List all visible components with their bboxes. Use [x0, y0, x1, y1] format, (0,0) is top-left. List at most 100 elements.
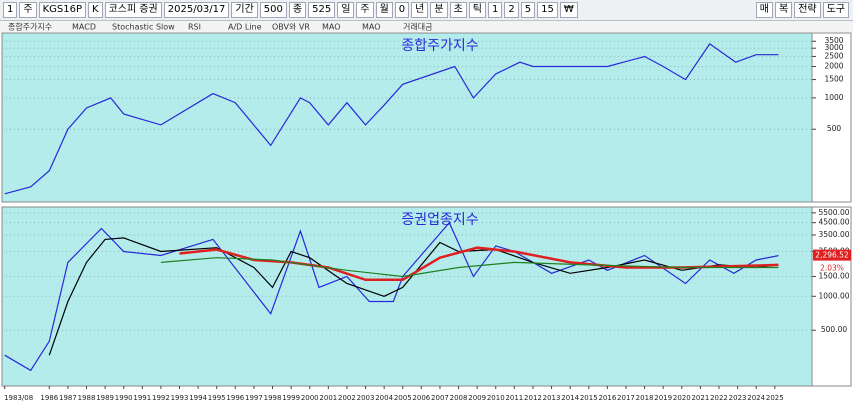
x-tick-label: 1993 — [171, 394, 189, 402]
toolbar: 1 주 KGS16P K 코스피 증권 2025/03/17 기간 500 종 525 일 주 월 0 년 분… — [0, 0, 853, 21]
y-tick-label: 3500 — [824, 36, 843, 45]
toolbar-item[interactable]: 분 — [430, 2, 448, 18]
tab[interactable]: RSI — [188, 23, 201, 32]
tab-bar — [0, 21, 853, 32]
toolbar-item[interactable]: 일 — [337, 2, 355, 18]
toolbar-item[interactable]: 월 — [375, 2, 393, 18]
toolbar-item[interactable]: 500 — [259, 2, 287, 18]
toolbar-item[interactable]: 525 — [308, 2, 336, 18]
series-line — [48, 237, 779, 356]
x-tick-label: 2012 — [524, 394, 542, 402]
x-tick-label: 1994 — [189, 394, 207, 402]
x-tick-label: 2018 — [636, 394, 654, 402]
toolbar-item[interactable]: 주 — [19, 2, 37, 18]
x-tick-label: 2004 — [375, 394, 393, 402]
series-line — [4, 43, 779, 195]
x-tick-label: 2013 — [543, 394, 561, 402]
x-tick-label: 1997 — [245, 394, 263, 402]
x-tick-label: 2021 — [691, 394, 709, 402]
y-tick-label: 1500.00 — [818, 271, 849, 280]
x-tick-label: 1995 — [208, 394, 226, 402]
x-tick-label: 1986 — [40, 394, 58, 402]
toolbar-item[interactable]: 주 — [356, 2, 374, 18]
y-tick-label: 1000 — [824, 93, 843, 102]
x-tick-label: 2014 — [561, 394, 579, 402]
x-tick-label: 2019 — [654, 394, 672, 402]
y-tick-label: 3000 — [824, 43, 843, 52]
y-tick-label: 500.00 — [821, 325, 847, 334]
y-tick-label: 1000.00 — [818, 291, 849, 300]
x-tick-label: 1992 — [152, 394, 170, 402]
x-tick-label: 2001 — [319, 394, 337, 402]
panel — [1, 32, 813, 203]
panel-title: 종합주가지수 — [401, 38, 478, 54]
toolbar-button[interactable]: 매 — [755, 2, 773, 18]
x-tick-label: 2020 — [673, 394, 691, 402]
toolbar-item[interactable]: 5 — [520, 2, 536, 18]
tab[interactable]: 종합주가지수 — [8, 23, 52, 32]
x-tick-label: 2005 — [394, 394, 412, 402]
toolbar-item[interactable]: 0 — [394, 2, 410, 18]
x-tick-label: 1990 — [115, 394, 133, 402]
x-tick-label: 1996 — [226, 394, 244, 402]
x-tick-label: 1998 — [264, 394, 282, 402]
x-tick-label: 1989 — [96, 394, 114, 402]
toolbar-item[interactable]: ₩ — [559, 2, 578, 18]
x-tick-label: 2022 — [710, 394, 728, 402]
toolbar-button[interactable]: 도구 — [822, 2, 849, 18]
tab[interactable]: Stochastic Slow — [112, 23, 175, 32]
toolbar-button[interactable]: 복 — [774, 2, 793, 18]
tab[interactable]: MACD — [72, 23, 96, 32]
series-line — [160, 257, 779, 278]
x-tick-label: 1983/08 — [4, 394, 33, 402]
price-tag-label: 2,296.52 — [815, 251, 849, 260]
tab[interactable]: 거래대금 — [403, 23, 432, 32]
x-tick-label: 1988 — [78, 394, 96, 402]
toolbar-item[interactable]: 코스피 증권 — [104, 2, 162, 18]
x-tick-label: 2010 — [487, 394, 505, 402]
toolbar-right: 매 복 전략 도구 — [755, 2, 853, 18]
toolbar-item[interactable]: 15 — [537, 2, 558, 18]
toolbar-item[interactable]: KGS16P — [38, 2, 86, 18]
toolbar-item[interactable]: 초 — [449, 2, 467, 18]
y-tick-label: 4500.00 — [818, 218, 849, 227]
series-line — [179, 246, 779, 282]
toolbar-item[interactable]: 1 — [3, 2, 18, 18]
toolbar-item[interactable]: 년 — [411, 2, 429, 18]
tab[interactable]: MAO — [322, 23, 341, 32]
x-tick-label: 2017 — [617, 394, 635, 402]
toolbar-item[interactable]: 기간 — [231, 2, 258, 18]
y-tick-label: 2000 — [824, 62, 843, 71]
chart-area: 종합주가지수 MACD Stochastic Slow RSI A/D Line OBV와… — [0, 21, 853, 402]
toolbar-item[interactable]: 2 — [504, 2, 519, 18]
x-tick-label: 1987 — [59, 394, 77, 402]
x-tick-label: 2025 — [766, 394, 784, 402]
x-tick-label: 2000 — [301, 394, 319, 402]
panel-title: 증권업종지수 — [401, 212, 478, 228]
price-tag — [813, 249, 851, 261]
toolbar-button[interactable]: 전략 — [794, 2, 821, 18]
x-tick-label: 2007 — [431, 394, 449, 402]
toolbar-item[interactable]: 종 — [288, 2, 307, 18]
x-tick-label: 2009 — [468, 394, 486, 402]
toolbar-item[interactable]: 틱 — [468, 2, 486, 18]
x-tick-label: 2008 — [450, 394, 468, 402]
x-tick-label: 2015 — [580, 394, 598, 402]
tab[interactable]: A/D Line — [228, 23, 262, 32]
x-tick-label: 2011 — [505, 394, 523, 402]
y-tick-label: 5500.00 — [818, 208, 849, 217]
tab[interactable]: OBV와 VR — [272, 22, 310, 32]
axis-panel — [811, 32, 852, 203]
x-tick-label: 2016 — [598, 394, 616, 402]
change-label: 2.03% — [820, 264, 844, 273]
x-tick-label: 1991 — [133, 394, 151, 402]
toolbar-item[interactable]: K — [88, 2, 103, 18]
x-tick-label: 2003 — [357, 394, 375, 402]
x-tick-label: 2024 — [747, 394, 765, 402]
tab[interactable]: MAO — [362, 23, 381, 32]
toolbar-item[interactable]: 1 — [487, 2, 503, 18]
toolbar-item[interactable]: 2025/03/17 — [163, 2, 230, 18]
x-tick-label: 2023 — [729, 394, 747, 402]
x-tick-label: 1999 — [282, 394, 300, 402]
